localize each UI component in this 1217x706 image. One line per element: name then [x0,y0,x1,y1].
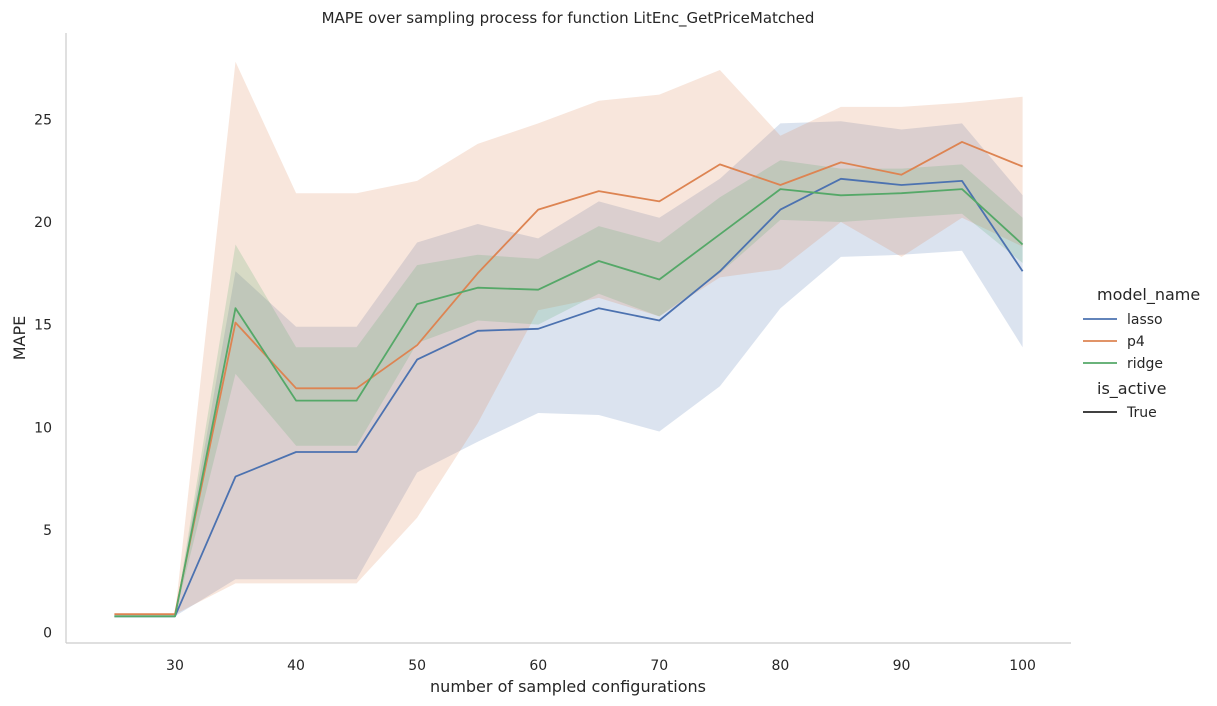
legend-style-label: True [1126,405,1157,421]
chart-title: MAPE over sampling process for function … [322,9,815,28]
legend-label-p4: p4 [1127,334,1145,350]
legend-hue-title: model_name [1097,285,1200,305]
confidence-band-p4 [114,61,1023,615]
legend-entries: lasso p4 ridge [1083,312,1163,372]
y-tick-label: 25 [34,112,52,128]
y-ticks: 0 5 10 15 20 25 [34,112,52,641]
series-line-lasso [114,177,1024,618]
x-tick-label: 100 [1009,658,1036,674]
series-lines [114,140,1024,618]
confidence-band-lasso [114,121,1023,617]
x-axis-label: number of sampled configurations [430,677,706,696]
x-tick-label: 60 [529,658,547,674]
y-tick-label: 20 [34,215,52,231]
y-tick-label: 10 [34,420,52,436]
y-axis-label: MAPE [10,316,29,361]
legend-label-ridge: ridge [1127,356,1163,372]
x-tick-label: 40 [287,658,305,674]
x-tick-label: 70 [650,658,668,674]
legend-style-title: is_active [1097,379,1166,399]
legend: model_name lasso p4 ridge is_active True [1083,285,1200,421]
y-tick-label: 5 [43,523,52,539]
legend-label-lasso: lasso [1127,312,1163,328]
y-tick-label: 15 [34,318,52,334]
x-tick-label: 50 [408,658,426,674]
series-line-ridge [114,188,1024,618]
x-tick-label: 80 [771,658,789,674]
x-ticks: 30 40 50 60 70 80 90 100 [166,658,1036,674]
x-tick-label: 90 [893,658,911,674]
y-tick-label: 0 [43,626,52,642]
x-tick-label: 30 [166,658,184,674]
